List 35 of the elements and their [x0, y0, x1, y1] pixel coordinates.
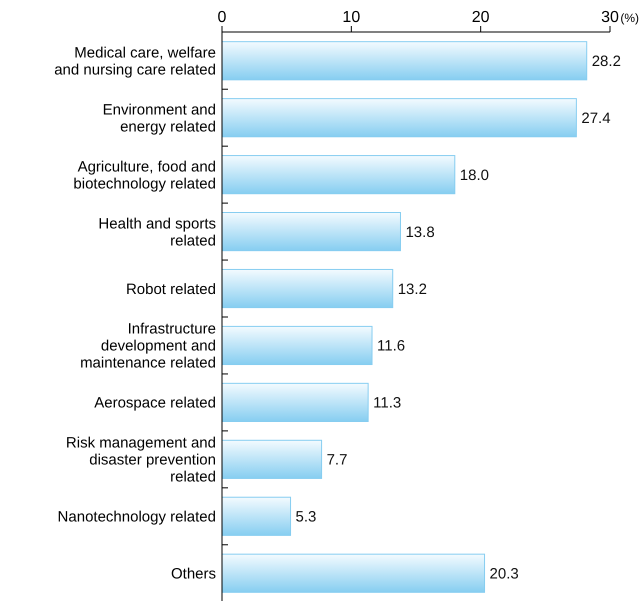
- data-label: 18.0: [460, 166, 490, 184]
- data-label: 13.8: [405, 224, 435, 241]
- y-tick-label: Risk management and disaster prevention related: [66, 434, 216, 486]
- bar: [222, 212, 401, 252]
- bar: [222, 382, 369, 422]
- y-tick-label: Robot related: [126, 280, 216, 298]
- y-tick-label: Environment and energy related: [102, 101, 216, 136]
- data-label: 20.3: [490, 565, 519, 582]
- y-tick-label: Agriculture, food and biotechnology related: [73, 158, 216, 192]
- data-label: 27.4: [581, 110, 611, 127]
- y-tick-label: Others: [170, 565, 216, 582]
- y-tick-label: Aerospace related: [94, 394, 216, 412]
- x-tick-label: 30: [601, 9, 619, 26]
- data-label: 11.6: [377, 338, 406, 355]
- bar: [222, 496, 292, 536]
- data-label: 11.3: [373, 394, 402, 412]
- data-label: 5.3: [296, 508, 316, 526]
- x-axis-title: (%): [620, 11, 639, 25]
- x-tick-label: 10: [342, 9, 360, 26]
- bar: [222, 326, 373, 366]
- x-tick-label: 0: [218, 9, 227, 26]
- data-label: 13.2: [398, 280, 427, 298]
- bar: [222, 554, 486, 593]
- data-label: 7.7: [326, 452, 348, 469]
- bar: [222, 440, 322, 479]
- y-tick-label: Health and sports related: [98, 215, 216, 250]
- bar: [222, 268, 394, 308]
- bar: [222, 98, 577, 138]
- y-tick-label: Medical care, welfare and nursing care related: [54, 44, 216, 79]
- y-tick-label: Infrastructure development and maintenance related: [80, 320, 216, 372]
- bar: [222, 155, 456, 194]
- x-tick-label: 20: [472, 9, 490, 26]
- y-tick-label: Nanotechnology related: [58, 508, 216, 526]
- bar: [222, 41, 588, 80]
- data-label: 28.2: [592, 53, 621, 70]
